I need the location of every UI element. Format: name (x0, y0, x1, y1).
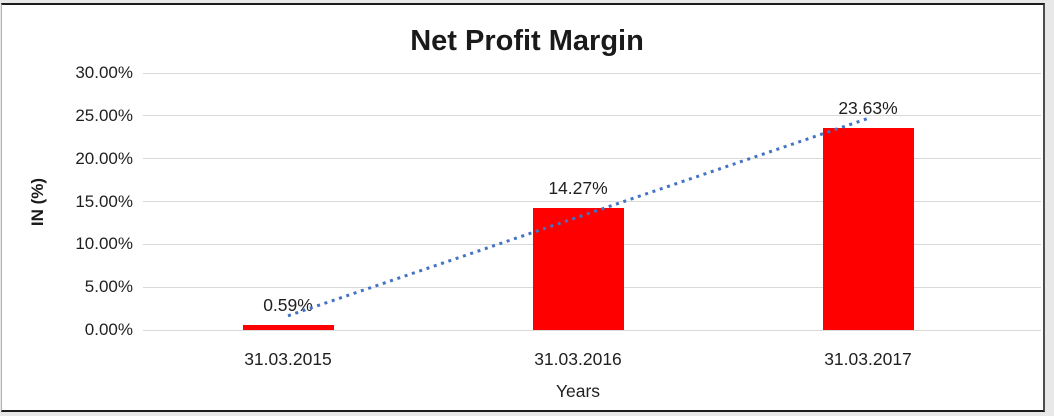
y-tick-label: 10.00% (75, 234, 133, 254)
y-tick-label: 25.00% (75, 105, 133, 125)
bar-31.03.2016 (532, 207, 624, 330)
y-tick-label: 5.00% (84, 277, 133, 297)
x-tick-label-31.03.2017: 31.03.2017 (824, 349, 912, 369)
y-tick-label: 15.00% (75, 191, 133, 211)
data-label-31.03.2017: 23.63% (838, 97, 898, 118)
x-axis-title: Years (555, 381, 601, 401)
data-label-31.03.2016: 14.27% (548, 177, 608, 198)
data-label-31.03.2015: 0.59% (263, 294, 313, 315)
chart-title: Net Profit Margin (410, 25, 644, 57)
gridline-0 (143, 329, 1041, 331)
y-tick-label: 0.00% (84, 320, 133, 339)
bar-31.03.2015 (242, 324, 334, 330)
x-tick-label-31.03.2016: 31.03.2016 (534, 349, 622, 369)
gridline-25 (143, 115, 1041, 117)
y-tick-label: 20.00% (75, 148, 133, 168)
y-tick-label: 30.00% (75, 63, 133, 82)
bar-31.03.2017 (822, 127, 914, 330)
x-tick-label-31.03.2015: 31.03.2015 (244, 349, 332, 369)
gridline-30 (143, 72, 1041, 74)
